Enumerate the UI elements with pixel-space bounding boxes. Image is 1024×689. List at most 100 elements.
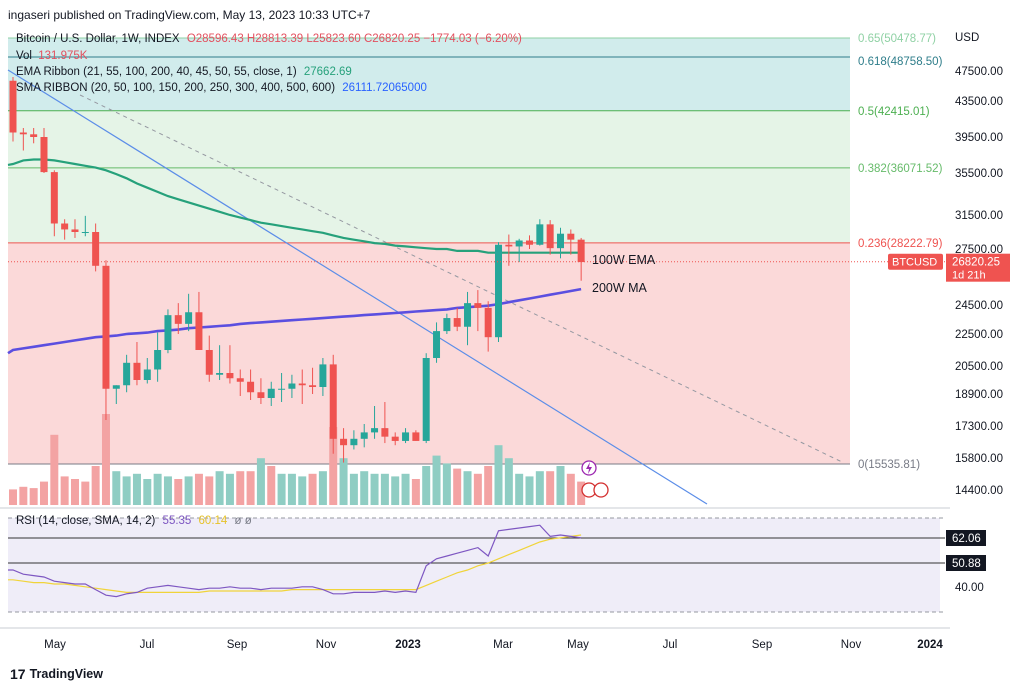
time-tick-label: May bbox=[567, 639, 589, 651]
volume-bar bbox=[205, 476, 214, 505]
volume-bar bbox=[577, 481, 586, 505]
legend-sma-label[interactable]: SMA RIBBON (20, 50, 100, 150, 200, 250, … bbox=[16, 82, 336, 94]
fib-zone-middle bbox=[8, 110, 850, 243]
volume-bar bbox=[19, 486, 28, 505]
volume-bar bbox=[566, 473, 575, 505]
legend-rsi-extra: ø ø bbox=[234, 515, 252, 527]
legend-ohlc: O28596.43 H28813.39 L25823.60 C26820.25 … bbox=[186, 33, 522, 45]
time-tick-label: Jul bbox=[140, 639, 155, 651]
volume-bar bbox=[184, 476, 193, 505]
volume-bar bbox=[9, 489, 17, 505]
candle-body bbox=[474, 303, 482, 308]
candle-body bbox=[143, 369, 151, 380]
legend-symbol[interactable]: Bitcoin / U.S. Dollar, 1W, INDEX bbox=[16, 33, 180, 45]
volume-bar bbox=[308, 473, 317, 505]
volume-bar bbox=[29, 488, 38, 505]
price-tag-time: 1d 21h bbox=[952, 270, 986, 282]
legend-rsi-label[interactable]: RSI (14, close, SMA, 14, 2) bbox=[16, 515, 156, 527]
candle-body bbox=[360, 432, 368, 439]
price-tick-label: 47500.00 bbox=[955, 66, 1003, 78]
fib-label: 0(15535.81) bbox=[858, 459, 920, 471]
lightning-icon-glyph bbox=[586, 462, 592, 474]
candle-body bbox=[556, 233, 564, 249]
rsi-tag bbox=[946, 530, 986, 546]
ema-annotation: 100W EMA bbox=[592, 253, 656, 267]
price-tick-label: 15800.00 bbox=[955, 453, 1003, 465]
ma-annotation: 200W MA bbox=[592, 281, 648, 295]
candle-body bbox=[567, 233, 575, 240]
legend-volume-value: 131.975K bbox=[38, 50, 88, 62]
ema-100w-line bbox=[7, 158, 582, 254]
candle-body bbox=[133, 362, 141, 380]
legend-sma-value: 26111.72065000 bbox=[342, 82, 427, 94]
volume-bar bbox=[556, 466, 565, 505]
volume-bar bbox=[60, 476, 69, 505]
candle-body bbox=[391, 436, 399, 441]
volume-bar bbox=[432, 455, 441, 505]
volume-bar bbox=[422, 466, 431, 505]
rsi-sma-line bbox=[8, 534, 582, 593]
candle-body bbox=[515, 240, 523, 247]
volume-bar bbox=[411, 479, 420, 505]
candle-body bbox=[216, 373, 224, 375]
price-tick-label: 43500.00 bbox=[955, 96, 1003, 108]
sma-200w-line bbox=[7, 287, 582, 355]
candle-body bbox=[536, 224, 544, 245]
candle-body bbox=[288, 383, 296, 389]
fib-label: 0.5(42415.01) bbox=[858, 106, 930, 118]
candle-body bbox=[19, 132, 27, 135]
tradingview-logo[interactable]: 17 TradingView bbox=[10, 666, 103, 682]
candle-body bbox=[226, 373, 234, 379]
candle-body bbox=[577, 239, 585, 263]
volume-bar bbox=[380, 473, 389, 505]
legend-volume-label[interactable]: Vol bbox=[16, 50, 32, 62]
volume-bar bbox=[163, 476, 172, 505]
candle-body bbox=[402, 432, 410, 441]
symbol-tag bbox=[888, 253, 943, 270]
candle-body bbox=[236, 378, 244, 382]
price-tick-label: 39500.00 bbox=[955, 132, 1003, 144]
fib-label: 0.618(48758.50) bbox=[858, 56, 943, 68]
volume-bar bbox=[225, 473, 234, 505]
candle-body bbox=[371, 428, 379, 433]
candle-body bbox=[505, 244, 513, 247]
candle-body bbox=[185, 312, 193, 324]
volume-bar bbox=[349, 473, 358, 505]
candle-body bbox=[298, 383, 306, 386]
price-tick-label: 18900.00 bbox=[955, 389, 1003, 401]
price-tick-label: 35500.00 bbox=[955, 168, 1003, 180]
candle-body bbox=[61, 223, 69, 230]
candle-body bbox=[205, 350, 213, 375]
legend-ema-value: 27662.69 bbox=[303, 66, 352, 78]
candle-body bbox=[453, 318, 461, 327]
time-tick-label: 2024 bbox=[917, 639, 943, 651]
volume-bar bbox=[143, 479, 152, 505]
volume-bar bbox=[473, 473, 482, 505]
price-tick-label: 22500.00 bbox=[955, 329, 1003, 341]
time-tick-label: May bbox=[44, 639, 66, 651]
price-tick-label: 17300.00 bbox=[955, 421, 1003, 433]
candle-body bbox=[123, 362, 131, 386]
time-tick-label: Nov bbox=[316, 639, 337, 651]
volume-bar bbox=[504, 458, 513, 505]
candle-body bbox=[195, 312, 203, 350]
candle-body bbox=[154, 350, 162, 370]
volume-bar bbox=[236, 471, 245, 505]
volume-bar bbox=[546, 471, 555, 505]
price-tick-label: 20500.00 bbox=[955, 361, 1003, 373]
candle-body bbox=[526, 240, 533, 245]
legend-rsi-sma-value: 60.14 bbox=[198, 515, 228, 527]
tradingview-logo-icon: 17 bbox=[10, 666, 26, 682]
candle-body bbox=[257, 392, 265, 398]
legend-ema-label[interactable]: EMA Ribbon (21, 55, 100, 200, 40, 45, 50… bbox=[16, 66, 297, 78]
legend-rsi-row: RSI (14, close, SMA, 14, 2) 55.35 60.14 … bbox=[16, 515, 252, 527]
volume-bar bbox=[318, 471, 327, 505]
price-tick-label: 27500.00 bbox=[955, 244, 1003, 256]
volume-bar bbox=[525, 476, 534, 505]
legend-sma-row: SMA RIBBON (20, 50, 100, 150, 200, 250, … bbox=[16, 82, 427, 94]
fib-label: 0.236(28222.79) bbox=[858, 238, 943, 250]
volume-bar bbox=[39, 481, 48, 505]
candle-body bbox=[30, 134, 38, 137]
currency-label[interactable]: USD bbox=[955, 32, 980, 44]
